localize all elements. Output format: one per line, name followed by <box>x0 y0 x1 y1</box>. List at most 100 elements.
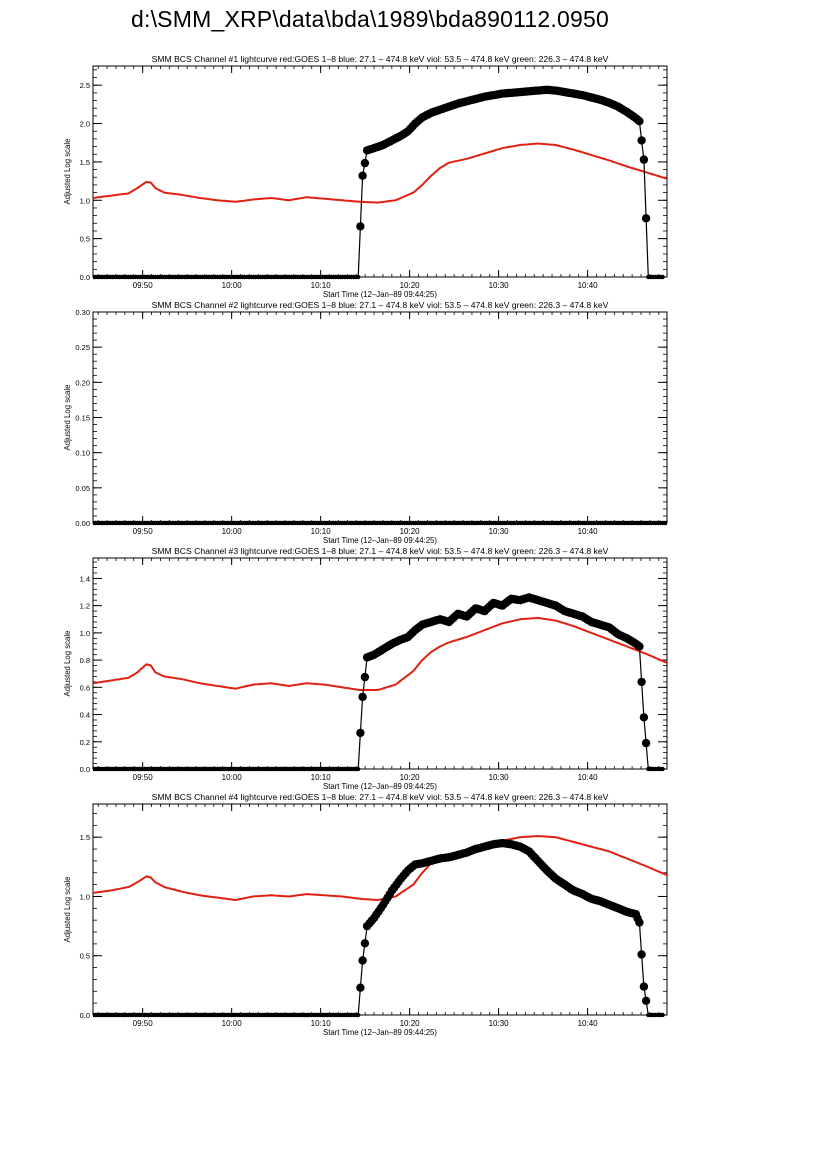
bcs-data-point <box>356 728 365 738</box>
y-tick-label: 0.0 <box>80 1011 90 1020</box>
y-axis-label: Adjusted Log scale <box>63 139 72 205</box>
x-tick-label: 10:10 <box>311 1019 332 1028</box>
chart-panel-2: SMM BCS Channel #2 lightcurve red:GOES 1… <box>63 300 668 545</box>
bcs-data-point <box>360 158 370 168</box>
bcs-data-point <box>635 117 644 126</box>
chart-title: SMM BCS Channel #4 lightcurve red:GOES 1… <box>152 792 609 802</box>
bcs-data-point <box>639 155 649 164</box>
bcs-data-point <box>660 766 665 772</box>
x-tick-label: 09:50 <box>133 281 154 290</box>
chart-title: SMM BCS Channel #1 lightcurve red:GOES 1… <box>152 54 609 64</box>
y-tick-label: 0.0 <box>80 765 90 774</box>
y-tick-label: 0.10 <box>75 449 90 458</box>
x-tick-label: 10:40 <box>578 527 599 536</box>
bcs-data-point <box>639 982 649 991</box>
y-tick-label: 2.5 <box>80 81 90 90</box>
x-tick-label: 10:20 <box>400 1019 421 1028</box>
x-tick-label: 10:40 <box>578 1019 599 1028</box>
y-tick-label: 2.0 <box>80 120 90 129</box>
chart-title: SMM BCS Channel #3 lightcurve red:GOES 1… <box>152 546 609 556</box>
y-axis-label: Adjusted Log scale <box>63 385 72 451</box>
y-tick-label: 1.4 <box>80 574 90 583</box>
x-axis-label: Start Time (12–Jan–89 09:44:25) <box>323 1028 437 1037</box>
x-tick-label: 10:20 <box>400 773 421 782</box>
bcs-data-point <box>356 766 361 772</box>
y-tick-label: 0.6 <box>80 683 90 692</box>
y-tick-label: 0.5 <box>80 952 90 961</box>
bcs-data-point <box>358 692 367 702</box>
bcs-data-point <box>641 738 651 748</box>
bcs-data-point <box>635 918 644 927</box>
y-tick-label: 0.25 <box>75 343 90 352</box>
x-axis-label: Start Time (12–Jan–89 09:44:25) <box>323 290 437 299</box>
plot-frame <box>92 65 668 278</box>
bcs-data-point <box>358 171 367 180</box>
x-tick-label: 10:30 <box>489 281 510 290</box>
page-title: d:\SMM_XRP\data\bda\1989\bda890112.0950 <box>131 6 609 32</box>
bcs-data-point <box>639 713 649 722</box>
y-tick-label: 0.20 <box>75 378 90 387</box>
bcs-data-point <box>356 1012 361 1018</box>
chart-panel-1: SMM BCS Channel #1 lightcurve red:GOES 1… <box>63 54 668 299</box>
x-tick-label: 10:00 <box>222 773 243 782</box>
y-tick-label: 0.5 <box>80 235 90 244</box>
bcs-series-line <box>93 596 663 770</box>
chart-panel-4: SMM BCS Channel #4 lightcurve red:GOES 1… <box>63 792 668 1037</box>
y-tick-label: 1.2 <box>80 602 90 611</box>
x-axis-label: Start Time (12–Jan–89 09:44:25) <box>323 782 437 791</box>
y-axis-label: Adjusted Log scale <box>63 631 72 697</box>
bcs-data-point <box>637 136 646 145</box>
x-tick-label: 09:50 <box>133 527 154 536</box>
x-tick-label: 10:30 <box>489 527 510 536</box>
bcs-data-point <box>664 520 667 526</box>
goes-series-line <box>93 616 667 691</box>
x-tick-label: 09:50 <box>133 773 154 782</box>
x-tick-label: 10:40 <box>578 281 599 290</box>
bcs-series-line <box>93 89 663 278</box>
x-tick-label: 10:00 <box>222 527 243 536</box>
x-tick-label: 10:10 <box>311 527 332 536</box>
y-tick-label: 1.5 <box>80 158 90 167</box>
bcs-data-point <box>360 672 370 682</box>
chart-title: SMM BCS Channel #2 lightcurve red:GOES 1… <box>152 300 609 310</box>
plot-frame <box>92 311 668 524</box>
x-tick-label: 10:00 <box>222 281 243 290</box>
y-tick-label: 0.30 <box>75 308 90 317</box>
chart-panel-3: SMM BCS Channel #3 lightcurve red:GOES 1… <box>63 546 668 791</box>
goes-series-line <box>93 142 667 204</box>
y-tick-label: 1.0 <box>80 892 90 901</box>
y-tick-label: 0.0 <box>80 273 90 282</box>
plot-frame <box>92 557 668 770</box>
y-axis-label: Adjusted Log scale <box>63 877 72 943</box>
bcs-data-point <box>356 274 361 280</box>
bcs-series-line <box>93 842 663 1016</box>
bcs-data-point <box>660 1012 665 1018</box>
x-tick-label: 10:00 <box>222 1019 243 1028</box>
y-tick-label: 0.2 <box>80 738 90 747</box>
x-tick-label: 10:10 <box>311 773 332 782</box>
bcs-data-point <box>358 956 367 965</box>
bcs-data-point <box>637 950 646 959</box>
bcs-data-point <box>356 222 365 231</box>
x-tick-label: 10:30 <box>489 1019 510 1028</box>
bcs-data-point <box>641 214 651 223</box>
plot-frame <box>92 803 668 1016</box>
bcs-data-point <box>356 983 365 992</box>
y-tick-label: 1.5 <box>80 833 90 842</box>
y-tick-label: 1.0 <box>80 196 90 205</box>
y-tick-label: 0.4 <box>80 711 90 720</box>
bcs-data-point <box>637 677 646 687</box>
x-tick-label: 10:20 <box>400 527 421 536</box>
x-tick-label: 10:30 <box>489 773 510 782</box>
x-tick-label: 10:10 <box>311 281 332 290</box>
y-tick-label: 0.05 <box>75 484 90 493</box>
y-tick-label: 1.0 <box>80 629 90 638</box>
y-tick-label: 0.15 <box>75 414 90 423</box>
y-tick-label: 0.8 <box>80 656 90 665</box>
goes-series-line <box>93 834 667 902</box>
bcs-data-point <box>641 996 651 1005</box>
bcs-data-point <box>360 939 370 948</box>
x-tick-label: 09:50 <box>133 1019 154 1028</box>
bcs-data-point <box>660 274 665 280</box>
